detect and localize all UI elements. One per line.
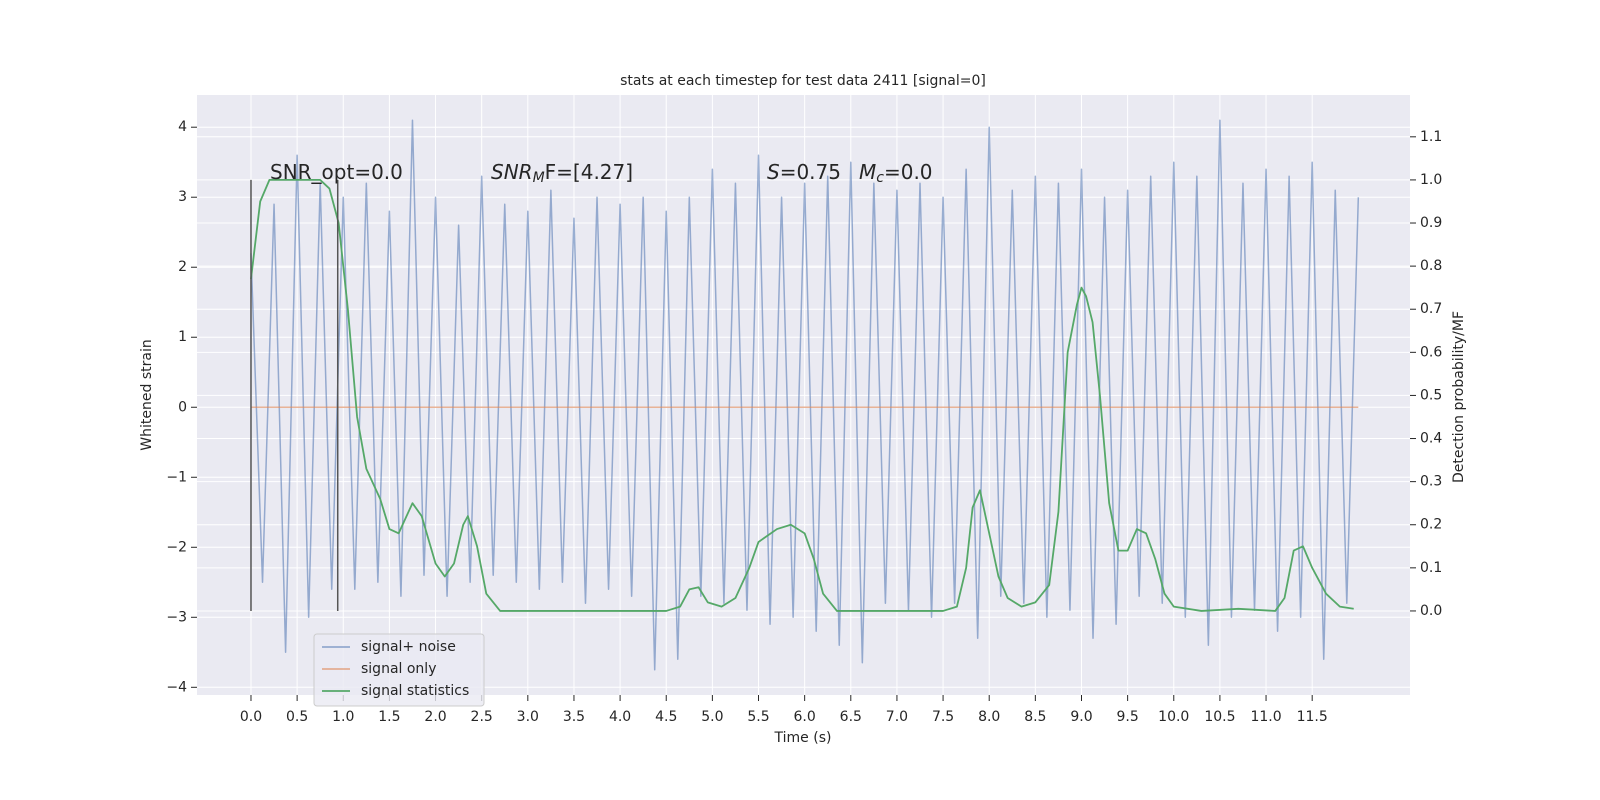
x-tick-label: 4.0	[609, 709, 631, 725]
y2-tick-label: 0.1	[1420, 560, 1442, 576]
y2-tick-label: 1.0	[1420, 172, 1442, 188]
x-tick-label: 6.5	[840, 709, 862, 725]
annotation: SNRMF=[4.27]	[491, 160, 633, 187]
y2-axis-label: Detection probability/MF	[1451, 311, 1467, 483]
legend-box	[313, 633, 485, 707]
chart-title: stats at each timestep for test data 241…	[620, 73, 986, 89]
x-axis-label: Time (s)	[774, 730, 832, 746]
y2-tick-label: 0.4	[1420, 431, 1442, 447]
x-tick-label: 1.5	[378, 709, 400, 725]
x-tick-label: 0.0	[240, 709, 262, 725]
annotation-part: M	[533, 170, 545, 186]
legend-label: signal+ noise	[361, 639, 456, 655]
annotation-part: =0.0	[884, 160, 933, 184]
x-tick-label: 7.5	[932, 709, 954, 725]
legend-label: signal only	[361, 661, 436, 677]
y2-tick-label: 0.8	[1420, 258, 1442, 274]
x-tick-label: 9.5	[1116, 709, 1138, 725]
x-tick-label: 2.5	[471, 709, 493, 725]
annotation-part: SNR	[491, 160, 533, 184]
y-axis-label: Whitened strain	[139, 339, 155, 450]
y-tick-label: 0	[178, 399, 187, 415]
annotation-part: M	[859, 160, 876, 184]
y-tick-label: 2	[178, 259, 187, 275]
x-tick-label: 0.5	[286, 709, 308, 725]
x-tick-label: 11.5	[1297, 709, 1328, 725]
legend-label: signal statistics	[361, 683, 469, 699]
annotation-part: F=[4.27]	[545, 160, 633, 184]
x-tick-label: 3.5	[563, 709, 585, 725]
annotation-part: c	[876, 170, 884, 186]
y2-tick-label: 0.5	[1420, 387, 1442, 403]
y2-tick-label: 0.0	[1420, 603, 1442, 619]
series-line	[250, 119, 1360, 671]
y2-tick-label: 0.7	[1420, 301, 1442, 317]
annotation-part: =0.75	[780, 160, 841, 184]
y-tick-label: 4	[178, 119, 187, 135]
x-tick-label: 6.0	[794, 709, 816, 725]
x-tick-label: 8.5	[1024, 709, 1046, 725]
y-tick-label: −4	[166, 679, 187, 695]
y2-tick-label: 0.9	[1420, 215, 1442, 231]
x-tick-label: 1.0	[332, 709, 354, 725]
x-tick-label: 11.0	[1250, 709, 1281, 725]
x-tick-label: 3.0	[517, 709, 539, 725]
annotation-part: S	[767, 160, 780, 184]
x-tick-label: 5.0	[701, 709, 723, 725]
annotation-part: SNR_opt=0.0	[270, 160, 403, 184]
x-tick-label: 10.5	[1204, 709, 1235, 725]
y2-tick-label: 1.1	[1420, 129, 1442, 145]
y-tick-label: −2	[166, 539, 187, 555]
x-tick-label: 7.0	[886, 709, 908, 725]
x-tick-label: 8.0	[978, 709, 1000, 725]
y-tick-label: 3	[178, 189, 187, 205]
y2-tick-label: 0.3	[1420, 474, 1442, 490]
annotation: Mc=0.0	[859, 160, 933, 187]
annotation: SNR_opt=0.0	[270, 160, 403, 184]
x-tick-label: 10.0	[1158, 709, 1189, 725]
x-tick-label: 9.0	[1070, 709, 1092, 725]
x-tick-label: 2.0	[424, 709, 446, 725]
x-tick-label: 5.5	[747, 709, 769, 725]
series-line	[250, 179, 1354, 612]
y-tick-label: −1	[166, 469, 187, 485]
x-tick-label: 4.5	[655, 709, 677, 725]
y-tick-label: 1	[178, 329, 187, 345]
y-tick-label: −3	[166, 609, 187, 625]
annotation: S=0.75	[767, 160, 841, 184]
y2-tick-label: 0.2	[1420, 517, 1442, 533]
y2-tick-label: 0.6	[1420, 344, 1442, 360]
